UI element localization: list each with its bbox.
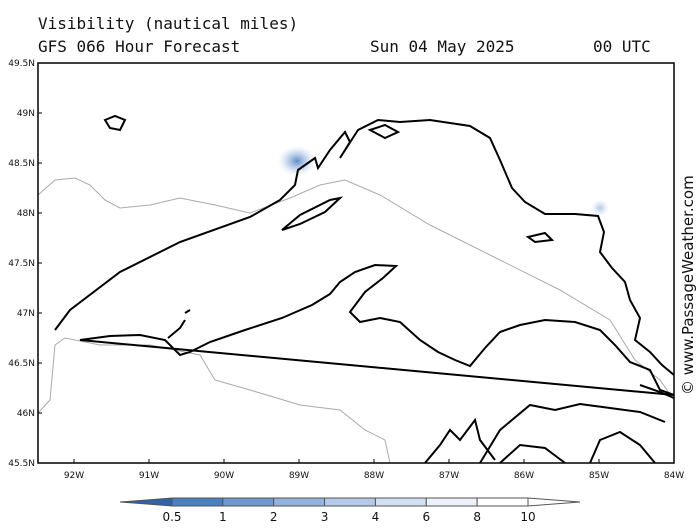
lat-label: 45.5N — [8, 459, 35, 469]
map-frame — [37, 62, 675, 464]
lake-superior — [54, 118, 675, 396]
colorbar-segment — [374, 497, 427, 507]
lat-label: 49N — [17, 109, 35, 119]
lon-label: 90W — [214, 471, 234, 481]
lat-label: 46N — [17, 409, 35, 419]
border — [37, 177, 675, 401]
time: 00 UTC — [593, 37, 651, 56]
island — [103, 114, 127, 132]
lat-label: 47N — [17, 309, 35, 319]
islands — [167, 309, 191, 339]
lon-label: 85W — [589, 471, 609, 481]
lat-label: 47.5N — [8, 259, 35, 269]
credit: © www.PassageWeather.com — [679, 175, 697, 395]
lon-label: 92W — [64, 471, 84, 481]
fog-area — [277, 145, 317, 177]
title: Visibility (nautical miles) — [38, 14, 298, 33]
lon-label: 89W — [289, 471, 309, 481]
lake-michigan-huron — [424, 384, 675, 464]
date: Sun 04 May 2025 — [370, 37, 515, 56]
colorbar-label: 1 — [219, 510, 227, 524]
colorbar-label: 0.5 — [162, 510, 181, 524]
colorbar-segment — [171, 497, 224, 507]
lon-label: 91W — [139, 471, 159, 481]
colorbar-label: 4 — [372, 510, 380, 524]
colorbar-segment — [324, 497, 376, 507]
lat-label: 48N — [17, 209, 35, 219]
map-area — [37, 62, 675, 464]
lon-label: 88W — [364, 471, 384, 481]
model: GFS 066 Hour Forecast — [38, 37, 240, 56]
island — [367, 123, 401, 140]
lat-label: 46.5N — [8, 359, 35, 369]
lat-label: 48.5N — [8, 159, 35, 169]
lat-labels: 49.5N 49N 48.5N 48N 47.5N 47N 46.5N 46N 45.5N — [8, 59, 42, 469]
border — [37, 337, 391, 464]
colorbar-segment — [425, 497, 478, 507]
lat-label: 49.5N — [8, 59, 35, 69]
colorbar-label: 10 — [520, 510, 535, 524]
colorbar-end — [119, 497, 173, 507]
isle-royale — [281, 196, 344, 231]
colorbar-segment — [476, 497, 529, 507]
lon-label: 87W — [439, 471, 459, 481]
colorbar-label: 8 — [473, 510, 481, 524]
island — [525, 231, 555, 244]
colorbar-label: 6 — [422, 510, 430, 524]
colorbar-end — [527, 497, 581, 507]
colorbar-segment — [273, 497, 326, 507]
lon-label: 84W — [664, 471, 684, 481]
colorbar: 0.5 1 2 3 4 6 8 10 — [119, 497, 581, 524]
fog-area — [590, 199, 610, 217]
colorbar-label: 2 — [270, 510, 278, 524]
lon-labels: 92W 91W 90W 89W 88W 87W 86W 85W 84W — [64, 459, 684, 481]
colorbar-label: 3 — [321, 510, 329, 524]
lon-label: 86W — [514, 471, 534, 481]
colorbar-segment — [222, 497, 275, 507]
